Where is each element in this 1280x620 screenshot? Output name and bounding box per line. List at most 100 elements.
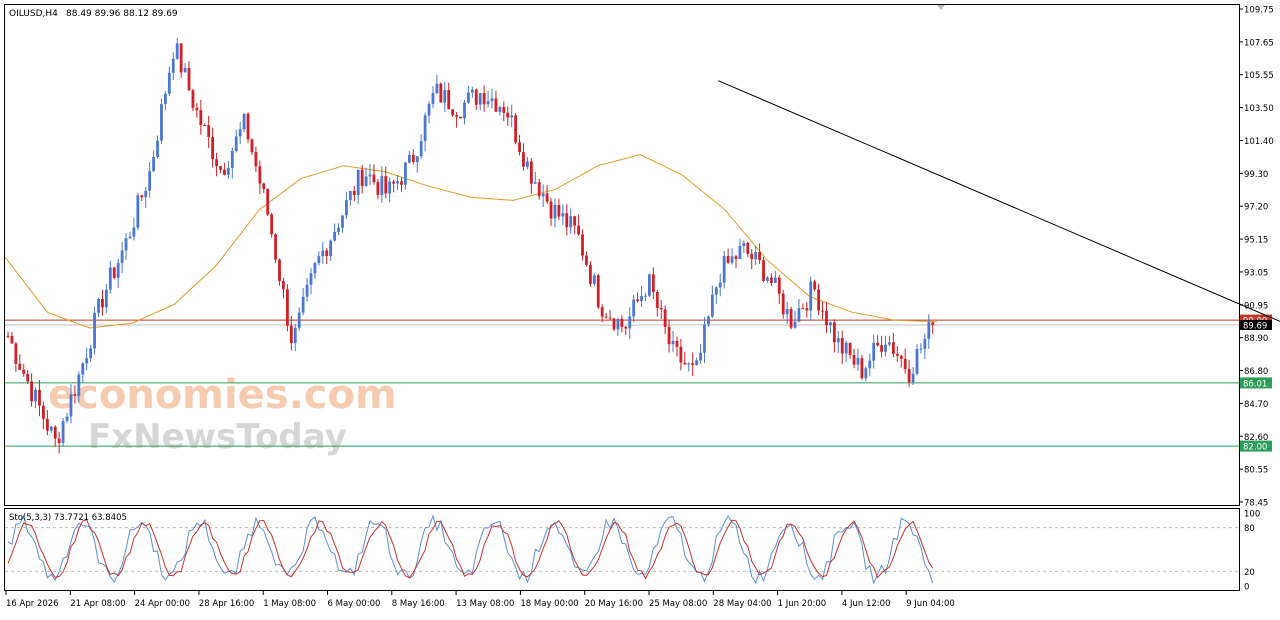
- oscillator-pane[interactable]: [4, 508, 1240, 591]
- level-tag-label: 86.01: [1243, 379, 1267, 389]
- candle-body: [136, 195, 140, 228]
- candle-body: [144, 190, 148, 198]
- price-tick-label: 109.75: [1244, 6, 1274, 16]
- candle-body: [282, 281, 285, 290]
- oscillator-tick-label: 0: [1244, 583, 1249, 593]
- candle-body: [699, 352, 702, 361]
- candle-body: [526, 161, 529, 167]
- candle-body: [616, 318, 620, 330]
- candle-body: [246, 113, 250, 140]
- candle-body: [183, 67, 187, 73]
- candle-body: [364, 176, 368, 186]
- price-axis: 109.75 107.65 105.55 103.50 101.40 99.30 97.20…: [1239, 6, 1274, 509]
- time-tick-label: 8 May 16:00: [392, 599, 445, 609]
- candle-body: [557, 204, 561, 217]
- candle-body: [773, 277, 777, 283]
- candle-body: [73, 394, 77, 396]
- candle-body: [242, 113, 246, 130]
- candle-body: [553, 204, 557, 219]
- candle-body: [911, 373, 915, 383]
- candle-body: [293, 327, 297, 344]
- candle-body: [376, 182, 380, 195]
- candle-body: [687, 363, 691, 365]
- candle-body: [569, 216, 573, 228]
- main-pane[interactable]: [4, 4, 1240, 506]
- candle-body: [411, 154, 415, 162]
- candle-body: [89, 348, 93, 359]
- candle-body: [81, 363, 85, 375]
- candle-body: [923, 338, 927, 349]
- candle-body: [738, 246, 742, 259]
- candle-body: [899, 355, 903, 359]
- candle-body: [876, 342, 880, 346]
- candle-body: [234, 136, 238, 151]
- candle-body: [226, 167, 230, 175]
- candle-body: [415, 156, 419, 162]
- candle-body: [329, 240, 333, 257]
- oscillator-tick-label: 20: [1244, 568, 1255, 578]
- price-tick-label: 107.65: [1244, 38, 1274, 48]
- candle-body: [14, 343, 18, 364]
- candle-body: [592, 275, 596, 284]
- scroll-marker-icon[interactable]: [937, 5, 945, 10]
- candle-body: [494, 98, 498, 112]
- price-tick-label: 86.80: [1244, 367, 1268, 377]
- candle-body: [463, 102, 466, 119]
- candle-body: [466, 92, 470, 103]
- candle-body: [801, 308, 805, 310]
- candle-body: [337, 227, 340, 232]
- candle-body: [537, 182, 541, 197]
- candle-body: [533, 182, 537, 184]
- candle-body: [766, 277, 769, 281]
- candle-body: [45, 418, 49, 431]
- candle-body: [53, 426, 57, 439]
- candle-body: [541, 193, 545, 197]
- candle-body: [360, 169, 364, 186]
- candle-body: [663, 309, 667, 327]
- price-tick-label: 99.30: [1244, 170, 1268, 180]
- candle-body: [266, 189, 270, 215]
- price-tick-label: 97.20: [1244, 203, 1268, 213]
- candle-body: [632, 299, 636, 317]
- price-tick-label: 93.05: [1244, 268, 1268, 278]
- watermark-economies: economies.com: [48, 372, 397, 418]
- price-tick-label: 80.55: [1244, 466, 1268, 476]
- moving-average: [4, 154, 937, 329]
- candle-body: [659, 307, 663, 310]
- candle-body: [730, 256, 734, 263]
- candle-body: [624, 326, 628, 329]
- candle-body: [211, 137, 215, 160]
- candle-body: [368, 174, 372, 177]
- candle-body: [171, 58, 175, 73]
- candle-body: [514, 115, 518, 143]
- time-tick-label: 4 Jun 12:00: [842, 599, 891, 609]
- candle-body: [459, 116, 462, 119]
- candle-body: [97, 299, 100, 313]
- candle-body: [667, 326, 671, 345]
- candle-body: [836, 338, 840, 343]
- candle-body: [270, 214, 274, 235]
- candle-body: [254, 152, 258, 167]
- trendline[interactable]: [718, 80, 1280, 376]
- candle-body: [868, 360, 872, 369]
- candle-body: [128, 236, 132, 239]
- candle-body: [931, 322, 935, 325]
- candle-body: [695, 360, 699, 366]
- price-tick-label: 90.95: [1244, 301, 1268, 311]
- candle-body: [927, 322, 931, 339]
- candle-body: [348, 191, 352, 201]
- candle-body: [640, 295, 643, 302]
- time-tick-label: 1 Jun 20:00: [778, 599, 827, 609]
- candle-body: [285, 289, 289, 326]
- candle-body: [18, 363, 22, 370]
- candle-body: [829, 322, 832, 326]
- candle-body: [793, 321, 797, 328]
- moving-average-line: [4, 154, 937, 329]
- candle-body: [345, 200, 348, 216]
- candle-body: [152, 157, 155, 172]
- oscillator-tick-label: 100: [1244, 510, 1260, 520]
- time-tick-label: 16 Apr 2026: [6, 599, 59, 609]
- candle-body: [112, 267, 116, 278]
- oscillator-label: Sto(5,3,3) 73.7721 63.8405: [9, 513, 127, 523]
